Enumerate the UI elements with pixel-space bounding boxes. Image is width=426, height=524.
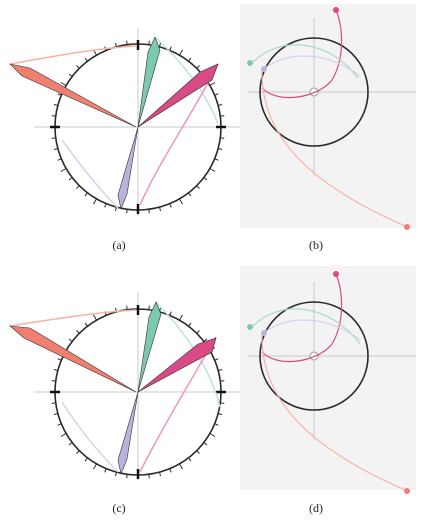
minor-tick xyxy=(61,434,66,437)
minor-tick xyxy=(180,199,183,204)
caption-c: (c) xyxy=(89,502,149,514)
caption-b: (b) xyxy=(286,239,346,251)
minor-tick xyxy=(210,83,215,86)
lavender-dot xyxy=(261,330,267,336)
salmon-hand xyxy=(10,326,136,392)
minor-tick xyxy=(180,315,183,320)
magenta-trail xyxy=(140,337,216,472)
salmon-dot xyxy=(404,224,410,230)
minor-tick xyxy=(94,315,97,320)
minor-tick xyxy=(210,169,215,172)
minor-tick xyxy=(180,50,183,55)
minor-tick xyxy=(210,434,215,437)
panel-a-clock-diagram xyxy=(0,0,240,232)
panel-d-orbit-diagram xyxy=(240,262,426,494)
caption-a: (a) xyxy=(89,239,149,251)
salmon-dot xyxy=(404,488,410,494)
teal-dot xyxy=(247,60,253,66)
magenta-dot xyxy=(333,7,339,13)
minor-tick xyxy=(180,464,183,469)
lavender-trail xyxy=(62,402,118,472)
minor-tick xyxy=(94,464,97,469)
panel-c-clock-diagram xyxy=(0,262,240,494)
panel-b-orbit-diagram xyxy=(240,0,426,232)
caption-d: (d) xyxy=(286,502,346,514)
minor-tick xyxy=(94,199,97,204)
minor-tick xyxy=(61,169,66,172)
salmon-hand xyxy=(10,64,136,127)
lavender-hand xyxy=(118,127,138,209)
magenta-dot xyxy=(333,271,339,277)
salmon-trail xyxy=(10,46,136,64)
teal-dot xyxy=(247,324,253,330)
magenta-trail xyxy=(140,64,218,205)
panel-d-background xyxy=(240,266,416,490)
lavender-hand xyxy=(118,392,138,474)
minor-tick xyxy=(61,83,66,86)
lavender-dot xyxy=(261,66,267,72)
